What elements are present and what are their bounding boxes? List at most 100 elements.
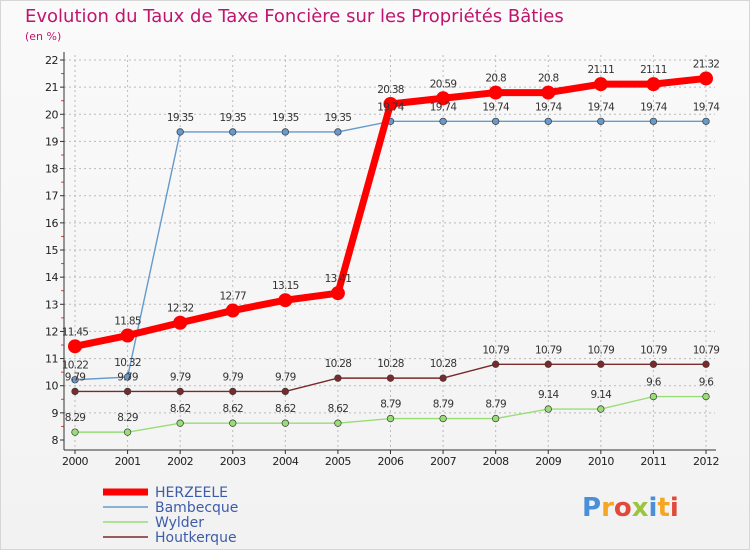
series-group: 11.45 11.85 12.32 12.77 13.15 13.41 20.38 20.59… [62, 58, 721, 436]
data-point [176, 419, 184, 427]
y-tick-label: 22 [45, 54, 58, 67]
data-point [544, 117, 552, 125]
data-label: 19.74 [640, 101, 668, 113]
data-point [439, 374, 447, 382]
data-label: 20.59 [430, 78, 457, 90]
data-point [120, 328, 135, 343]
x-tick-label: 2011 [640, 455, 666, 468]
data-point [225, 303, 240, 318]
x-tick-label: 2007 [430, 455, 456, 468]
data-label: 9.79 [222, 371, 243, 383]
data-label: 12.32 [167, 303, 194, 315]
data-label: 19.74 [430, 101, 458, 113]
data-point [334, 374, 342, 382]
data-label: 9.6 [646, 377, 662, 389]
data-point [229, 419, 237, 427]
y-tick-label: 8 [52, 434, 59, 447]
data-point [541, 85, 556, 100]
x-tick-label: 2001 [115, 455, 141, 468]
data-label: 8.62 [275, 403, 296, 415]
data-point [702, 360, 710, 368]
x-tick-label: 2002 [167, 455, 193, 468]
data-label: 10.79 [482, 344, 509, 356]
data-label: 20.8 [485, 73, 506, 85]
data-label: 10.79 [640, 344, 667, 356]
x-tick-label: 2004 [272, 455, 298, 468]
y-tick-label: 15 [45, 244, 58, 257]
data-label: 11.45 [62, 326, 89, 338]
data-point [71, 387, 79, 396]
y-tick-label: 18 [45, 163, 58, 176]
data-label: 21.32 [693, 58, 720, 70]
data-point [544, 405, 552, 413]
data-point [649, 392, 658, 401]
logo-letter: t [657, 493, 669, 523]
y-tick-label: 17 [45, 190, 58, 203]
chart-title: Evolution du Taux de Taxe Foncière sur l… [25, 6, 564, 27]
data-point [176, 128, 184, 136]
data-label: 19.35 [272, 112, 299, 124]
data-point [71, 376, 79, 384]
data-point [383, 96, 398, 111]
data-label: 9.79 [117, 371, 138, 383]
x-tick-label: 2010 [588, 455, 614, 468]
y-tick-label: 13 [45, 298, 58, 311]
y-tick-label: 21 [45, 81, 58, 94]
data-label: 9.79 [170, 371, 191, 383]
data-point [702, 392, 710, 401]
data-point [334, 419, 342, 427]
data-point [334, 128, 342, 136]
data-point [281, 387, 289, 396]
data-label: 8.79 [433, 399, 454, 411]
data-point [597, 405, 605, 413]
data-label: 21.11 [588, 64, 615, 76]
data-label: 10.28 [377, 358, 404, 370]
y-tick-label: 12 [45, 325, 58, 338]
data-label: 19.35 [167, 112, 194, 124]
data-point [699, 71, 713, 86]
x-tick-label: 2000 [62, 455, 88, 468]
data-label: 9.14 [538, 389, 560, 401]
data-label: 8.29 [65, 412, 86, 424]
y-axis-unit: (en %) [25, 30, 61, 43]
logo-letter: i [670, 493, 679, 523]
y-tick-label: 16 [45, 217, 58, 230]
data-label: 8.62 [170, 403, 191, 415]
data-label: 19.74 [693, 101, 721, 113]
y-tick-label: 20 [45, 108, 58, 121]
data-label: 21.11 [640, 64, 667, 76]
x-tick-label: 2008 [483, 455, 509, 468]
data-label: 19.74 [482, 101, 510, 113]
data-point [176, 387, 184, 396]
legend-label: Bambecque [155, 500, 238, 516]
data-point [544, 360, 552, 368]
data-label: 10.28 [325, 358, 352, 370]
y-tick-label: 11 [45, 353, 58, 366]
logo-letter: P [582, 493, 601, 523]
y-tick-label: 10 [45, 380, 58, 393]
data-point [386, 374, 395, 382]
x-tick-label: 2003 [220, 455, 246, 468]
x-tick-label: 2005 [325, 455, 351, 468]
legend-label: HERZEELE [155, 485, 228, 501]
data-label: 19.74 [377, 101, 405, 113]
data-point [173, 315, 188, 330]
data-point [278, 293, 293, 308]
data-label: 8.79 [485, 399, 506, 411]
data-label: 19.74 [535, 101, 563, 113]
logo-letter: i [649, 493, 658, 523]
data-point [492, 414, 500, 423]
y-tick-label: 9 [52, 407, 59, 420]
x-tick-label: 2006 [378, 455, 404, 468]
data-label: 8.62 [222, 403, 243, 415]
data-point [439, 117, 447, 125]
data-label: 19.35 [325, 112, 352, 124]
data-point [488, 85, 503, 100]
y-tick-label: 19 [45, 135, 58, 148]
logo-letter: r [601, 493, 614, 523]
data-point [593, 77, 608, 92]
data-label: 8.29 [117, 412, 138, 424]
